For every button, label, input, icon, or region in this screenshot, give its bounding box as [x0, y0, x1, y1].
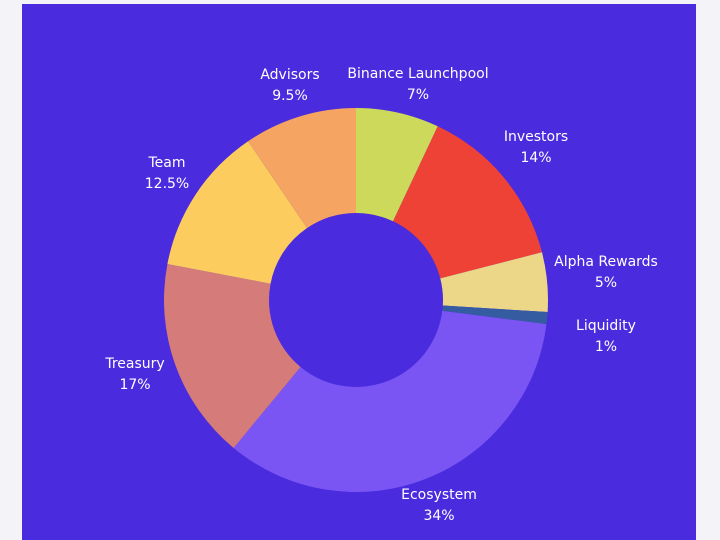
slice-percent-liquidity: 1% — [595, 339, 617, 355]
slice-ecosystem — [233, 310, 547, 493]
slice-percent-binance-launchpool: 7% — [407, 87, 429, 103]
slice-label-advisors: Advisors — [260, 67, 319, 83]
slice-label-binance-launchpool: Binance Launchpool — [347, 66, 488, 82]
slice-treasury — [164, 264, 301, 448]
slice-label-alpha-rewards: Alpha Rewards — [554, 254, 658, 270]
slice-percent-team: 12.5% — [145, 176, 189, 192]
slice-alpha-rewards — [440, 252, 548, 313]
slice-percent-alpha-rewards: 5% — [595, 275, 617, 291]
slice-team — [167, 141, 308, 284]
slice-binance-launchpool — [356, 108, 438, 222]
slice-advisors — [248, 108, 356, 229]
slice-label-treasury: Treasury — [104, 356, 164, 372]
slice-percent-ecosystem: 34% — [423, 508, 454, 524]
slice-percent-treasury: 17% — [119, 377, 150, 393]
donut-slices — [164, 108, 548, 493]
slice-label-ecosystem: Ecosystem — [401, 487, 477, 503]
slice-label-liquidity: Liquidity — [576, 318, 636, 334]
slice-percent-advisors: 9.5% — [272, 88, 308, 104]
slice-labels: Binance Launchpool 7% Investors 14% Alpha Re… — [104, 66, 658, 524]
slice-percent-investors: 14% — [520, 150, 551, 166]
donut-chart: Binance Launchpool 7% Investors 14% Alpha Re… — [104, 66, 658, 524]
slice-liquidity — [442, 305, 548, 325]
slice-investors — [393, 126, 542, 279]
chart-panel: Binance Launchpool 7% Investors 14% Alpha Re… — [22, 4, 696, 540]
slice-label-investors: Investors — [504, 129, 568, 145]
slice-label-team: Team — [147, 155, 185, 171]
